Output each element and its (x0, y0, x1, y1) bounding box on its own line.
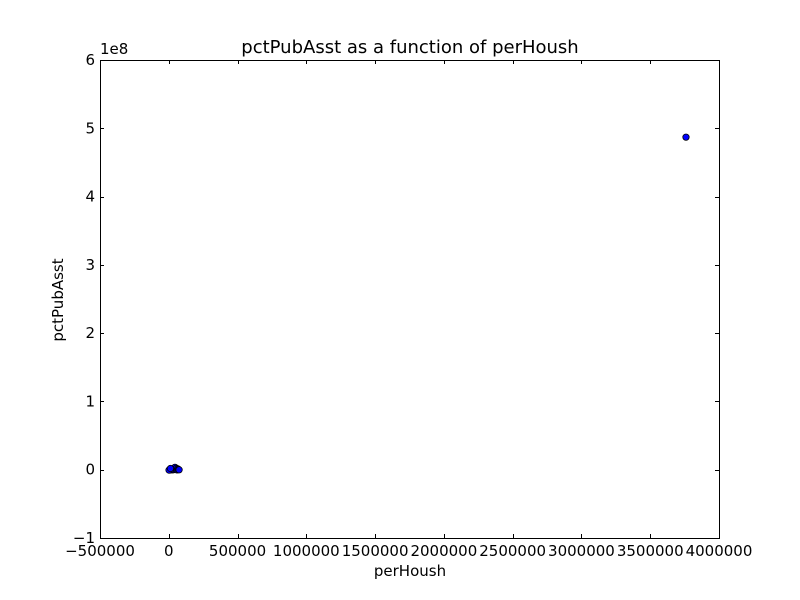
x-tick-label: 1500000 (342, 542, 409, 560)
y-tick-label: 1 (85, 392, 95, 410)
data-point (175, 466, 183, 474)
y-axis-label: pctPubAsst (49, 258, 67, 341)
plot-area (100, 60, 720, 539)
x-tick-label: 2000000 (410, 542, 477, 560)
data-point (682, 133, 690, 141)
x-axis-label: perHoush (374, 562, 446, 580)
x-tick-label: 0 (164, 542, 174, 560)
x-tick-label: −500000 (65, 542, 135, 560)
y-offset-label: 1e8 (100, 40, 128, 58)
x-tick-label: 4000000 (686, 542, 753, 560)
x-axis-ticks: −500000 0 500000 1000000 1500000 2000000 25000… (65, 60, 752, 560)
data-points (165, 133, 690, 474)
y-tick-label: −1 (73, 529, 95, 547)
chart-title: pctPubAsst as a function of perHoush (241, 37, 578, 58)
y-tick-label: 0 (85, 461, 95, 479)
y-tick-label: 5 (85, 119, 95, 137)
x-tick-label: 500000 (209, 542, 266, 560)
x-tick-label: 3000000 (548, 542, 615, 560)
x-tick-label: 1000000 (273, 542, 340, 560)
y-axis-ticks: −1 0 1 2 3 4 5 6 (73, 51, 719, 547)
x-tick-label: 3500000 (617, 542, 684, 560)
x-tick-label: 2500000 (479, 542, 546, 560)
y-tick-label: 2 (85, 324, 95, 342)
y-tick-label: 3 (85, 256, 95, 274)
y-tick-label: 4 (85, 188, 95, 206)
y-tick-label: 6 (85, 51, 95, 69)
data-point (166, 464, 175, 473)
